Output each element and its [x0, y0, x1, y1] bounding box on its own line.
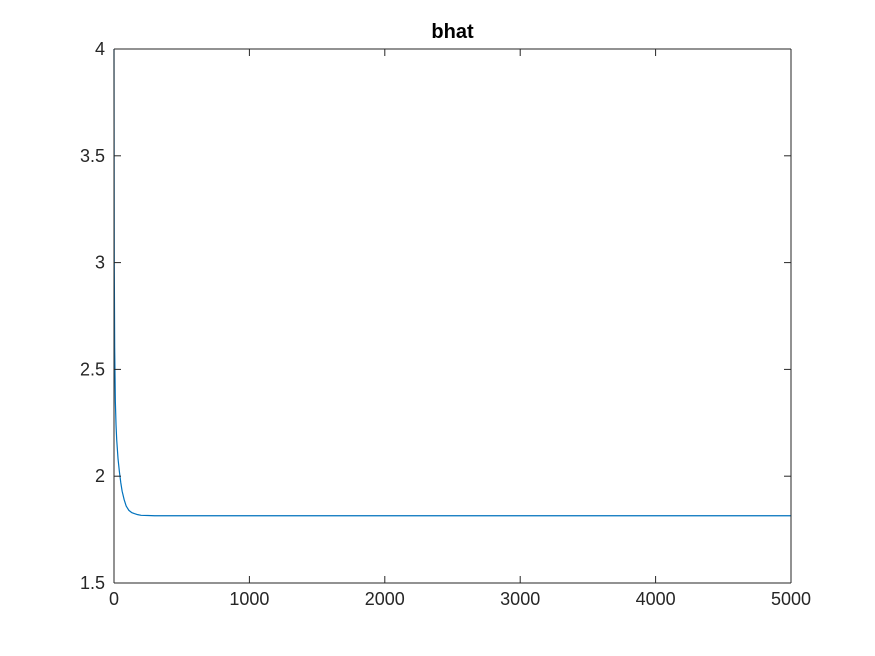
x-tick-label: 3000 [500, 589, 540, 609]
x-tick-label: 5000 [771, 589, 811, 609]
plot-background [114, 49, 791, 583]
series-layer [113, 48, 791, 517]
x-tick-label: 2000 [365, 589, 405, 609]
y-tick-label: 2.5 [80, 359, 105, 379]
y-tick-label: 4 [95, 39, 105, 59]
axes-layer [113, 48, 792, 584]
chart-title: bhat [431, 21, 474, 43]
x-tick-label: 0 [109, 589, 119, 609]
series-line-1 [113, 48, 791, 517]
x-tick-label: 1000 [229, 589, 269, 609]
y-tick-label: 2 [95, 466, 105, 486]
y-tick-label: 1.5 [80, 573, 105, 593]
y-tick-label: 3 [95, 253, 105, 273]
x-tick-label: 4000 [636, 589, 676, 609]
y-tick-label: 3.5 [80, 146, 105, 166]
ticks-layer: 0 1000 2000 3000 4000 5000 1.5 2 2.5 3 3.5 4 [80, 39, 811, 609]
